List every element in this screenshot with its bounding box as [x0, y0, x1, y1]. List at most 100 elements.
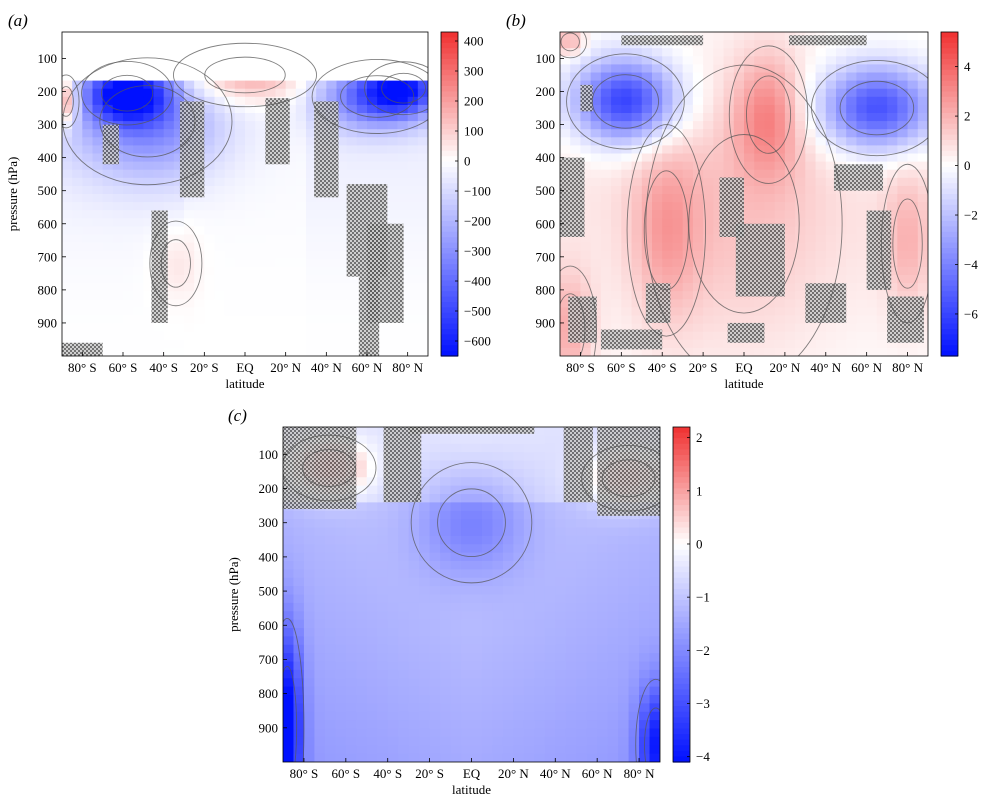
- y-tick-label: 400: [536, 150, 556, 165]
- contour-line: [311, 59, 428, 134]
- colorbar: 2 1 0 −1 −2 −3 −4: [672, 426, 710, 764]
- colorbar-segment: [941, 275, 958, 281]
- x-axis-label: latitude: [452, 782, 491, 797]
- colorbar-segment: [673, 756, 690, 763]
- colorbar-segment: [441, 242, 458, 249]
- colorbar-segment: [673, 538, 690, 545]
- colorbar-segment: [941, 177, 958, 184]
- colorbar-tick-label: 400: [464, 34, 484, 49]
- colorbar-tick-label: −500: [464, 304, 491, 319]
- colorbar-segment: [441, 91, 458, 98]
- colorbar-segment: [673, 544, 690, 551]
- y-tick-label: 900: [38, 315, 58, 330]
- y-tick-label: 100: [38, 51, 58, 66]
- colorbar-segment: [673, 460, 690, 467]
- contour-line: [100, 74, 154, 112]
- colorbar-segment: [941, 291, 958, 298]
- colorbar-segment: [941, 339, 958, 346]
- colorbar-segment: [673, 689, 690, 696]
- x-tick-label: EQ: [236, 360, 254, 375]
- colorbar-tick-label: −100: [464, 184, 491, 199]
- colorbar-segment: [673, 432, 690, 439]
- y-tick-label: 500: [38, 183, 58, 198]
- y-axis-label: pressure (hPa): [226, 557, 241, 632]
- chart-panel-1: 80° S 60° S 40° S 20° S EQ 20° N 40° N 60° N 80°…: [5, 11, 491, 391]
- colorbar-tick-label: −200: [464, 214, 491, 229]
- stippling-patch: [265, 98, 290, 165]
- colorbar-segment: [941, 269, 958, 276]
- contour-line: [283, 434, 377, 502]
- y-tick-label: 600: [38, 216, 58, 231]
- colorbar-segment: [673, 588, 690, 596]
- contour-line: [566, 53, 685, 150]
- colorbar-segment: [941, 312, 958, 319]
- y-axis-label: pressure (hPa): [5, 157, 20, 232]
- colorbar-segment: [673, 449, 690, 456]
- panel-label: (a): [8, 11, 28, 30]
- colorbar-tick-label: 200: [464, 94, 484, 109]
- x-tick-label: 80° N: [624, 766, 655, 781]
- colorbar-segment: [441, 194, 458, 200]
- colorbar-segment: [441, 53, 458, 60]
- contour-line: [626, 124, 707, 337]
- colorbar-segment: [941, 242, 958, 249]
- colorbar-segment: [441, 42, 458, 49]
- contour-line: [635, 678, 660, 762]
- colorbar-segment: [941, 199, 958, 206]
- colorbar-segment: [673, 510, 690, 517]
- colorbar-segment: [441, 318, 458, 325]
- colorbar-segment: [673, 494, 690, 501]
- colorbar-segment: [941, 172, 958, 179]
- colorbar-segment: [941, 183, 958, 190]
- x-tick-label: 60° S: [331, 766, 360, 781]
- contour-line: [99, 85, 196, 158]
- y-tick-label: 400: [38, 150, 58, 165]
- colorbar-frame: [440, 31, 459, 357]
- colorbar-segment: [673, 661, 690, 668]
- colorbar-segment: [941, 285, 958, 292]
- x-tick-label: 80° S: [68, 360, 97, 375]
- colorbar-segment: [441, 140, 458, 146]
- colorbar-tick-label: −2: [696, 643, 710, 658]
- colorbar-segment: [941, 161, 958, 168]
- colorbar-segment: [941, 231, 958, 238]
- colorbar-segment: [441, 59, 458, 65]
- colorbar-segment: [941, 37, 958, 44]
- colorbar-tick-label: 300: [464, 64, 484, 79]
- colorbar-segment: [941, 302, 958, 308]
- contour-line: [62, 57, 233, 186]
- colorbar-tick-label: −1: [696, 590, 710, 605]
- x-tick-label: 80° N: [392, 360, 423, 375]
- contour-lines: [62, 42, 428, 307]
- x-tick-label: 80° S: [566, 360, 595, 375]
- colorbar-tick-label: −300: [464, 244, 491, 259]
- colorbar-tick-label: 4: [964, 59, 971, 74]
- colorbar-segment: [673, 488, 690, 495]
- colorbar-segment: [441, 32, 458, 38]
- x-tick-label: 60° S: [109, 360, 138, 375]
- colorbar-segment: [941, 48, 958, 55]
- x-tick-label: 20° S: [190, 360, 219, 375]
- colorbar-segment: [673, 527, 690, 534]
- contour-lines: [560, 32, 928, 356]
- colorbar-segment: [941, 334, 958, 341]
- colorbar-segment: [441, 96, 458, 103]
- stippling-patch: [62, 342, 103, 356]
- colorbar-segment: [673, 427, 690, 434]
- y-tick-label: 800: [259, 686, 279, 701]
- colorbar-segment: [673, 438, 690, 445]
- colorbar-segment: [441, 183, 458, 190]
- colorbar-segment: [673, 561, 690, 568]
- colorbar-segment: [441, 167, 458, 173]
- colorbar-segment: [441, 307, 458, 314]
- colorbar-frame: [940, 31, 959, 357]
- contour-lines: [283, 434, 660, 762]
- contour-line: [892, 198, 923, 289]
- contour-line: [560, 32, 588, 59]
- stippling-patch: [833, 164, 884, 191]
- colorbar-segment: [441, 118, 458, 125]
- contour-line: [160, 239, 191, 288]
- colorbar-segment: [673, 734, 690, 741]
- colorbar-segment: [441, 129, 458, 136]
- y-tick-label: 200: [259, 481, 279, 496]
